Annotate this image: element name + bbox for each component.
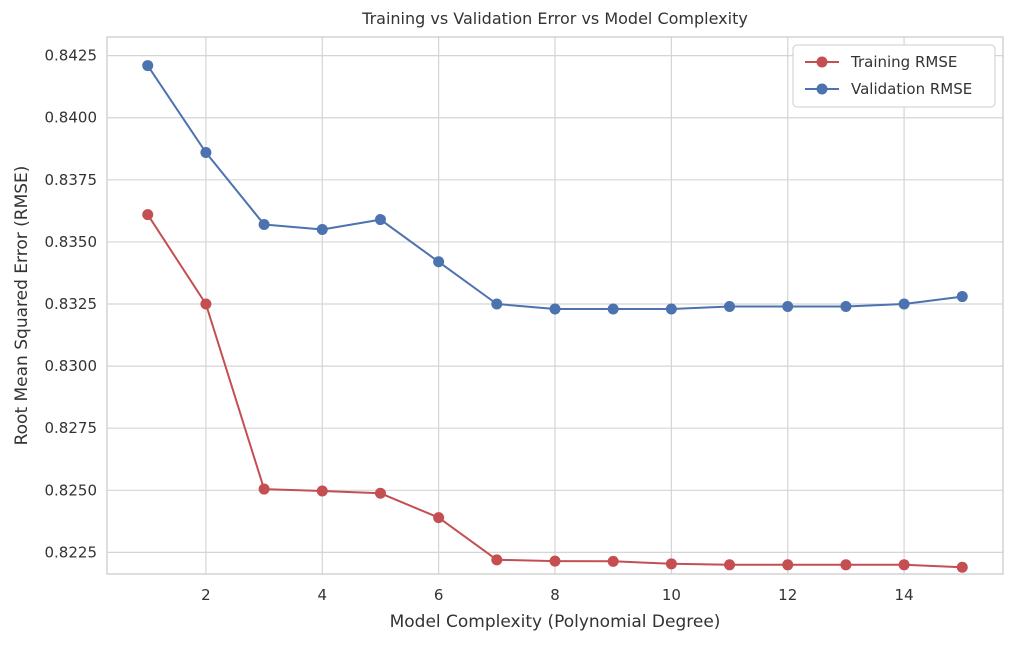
x-tick-label: 12 <box>778 586 797 604</box>
y-axis-label: Root Mean Squared Error (RMSE) <box>12 166 32 446</box>
data-point <box>724 559 736 571</box>
data-point <box>782 300 794 312</box>
data-point <box>782 559 794 571</box>
x-tick-label: 2 <box>201 586 211 604</box>
data-point <box>316 485 328 497</box>
y-tick-label: 0.8275 <box>45 419 98 437</box>
data-point <box>840 300 852 312</box>
data-point <box>316 223 328 235</box>
legend-box <box>792 44 996 108</box>
series-training <box>142 209 968 573</box>
y-tick-label: 0.8425 <box>45 47 98 65</box>
x-tick-label: 4 <box>317 586 327 604</box>
series-validation <box>142 60 968 315</box>
y-tick-label: 0.8375 <box>45 171 98 189</box>
data-point <box>142 209 154 221</box>
data-point <box>258 483 270 495</box>
data-point <box>549 555 561 567</box>
data-point <box>607 303 619 315</box>
legend-marker-training <box>816 56 828 68</box>
data-point <box>433 256 445 268</box>
data-point <box>433 512 445 524</box>
data-point <box>898 298 910 310</box>
legend-label-validation: Validation RMSE <box>851 80 972 98</box>
y-tick-label: 0.8225 <box>45 543 98 561</box>
tick-labels: 2 4 6 8 10 12 14 0.8225 0.8250 0.8275 0.8300 0.8325… <box>45 47 914 604</box>
y-tick-label: 0.8350 <box>45 233 98 251</box>
y-tick-label: 0.8400 <box>45 109 98 127</box>
x-axis-label: Model Complexity (Polynomial Degree) <box>390 612 721 632</box>
y-tick-label: 0.8250 <box>45 481 98 499</box>
x-tick-label: 10 <box>662 586 681 604</box>
x-tick-label: 6 <box>434 586 444 604</box>
data-point <box>549 303 561 315</box>
plot-area-frame <box>106 36 1004 575</box>
grid <box>107 37 1003 574</box>
data-point <box>607 555 619 567</box>
x-tick-label: 14 <box>895 586 914 604</box>
legend: Training RMSE Validation RMSE <box>792 44 996 108</box>
legend-entry-validation: Validation RMSE <box>805 80 972 98</box>
legend-entry-training: Training RMSE <box>805 53 957 71</box>
data-point <box>200 146 212 158</box>
x-tick-label: 8 <box>550 586 560 604</box>
chart-title: Training vs Validation Error vs Model Co… <box>361 9 748 28</box>
legend-label-training: Training RMSE <box>850 53 957 71</box>
data-point <box>200 298 212 310</box>
data-point <box>142 60 154 72</box>
data-point <box>491 554 503 566</box>
y-tick-label: 0.8325 <box>45 295 98 313</box>
data-point <box>665 303 677 315</box>
y-tick-label: 0.8300 <box>45 357 98 375</box>
data-point <box>491 298 503 310</box>
data-point <box>665 558 677 570</box>
data-point <box>258 219 270 231</box>
data-point <box>898 559 910 571</box>
data-point <box>956 561 968 573</box>
data-point <box>724 300 736 312</box>
legend-marker-validation <box>816 83 828 95</box>
data-point <box>840 559 852 571</box>
data-point <box>374 487 386 499</box>
data-point <box>374 214 386 226</box>
series-layer <box>142 60 968 573</box>
data-point <box>956 291 968 303</box>
